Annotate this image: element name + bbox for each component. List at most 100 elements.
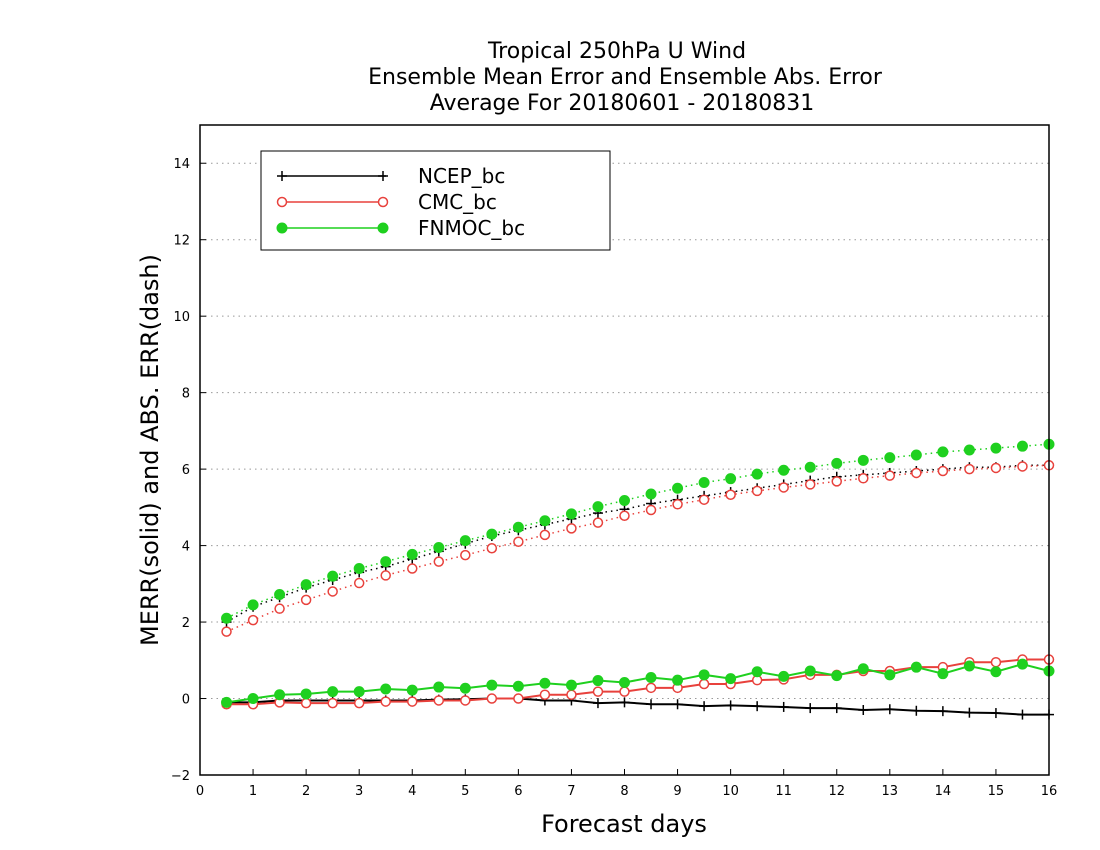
merr-point-fnmoc-bc xyxy=(698,669,710,681)
abs-err-point-cmc-bc xyxy=(407,563,418,574)
merr-point-fnmoc-bc xyxy=(565,679,577,691)
series-fnmoc-bc-merr-line xyxy=(226,663,1050,704)
merr-point-fnmoc-bc xyxy=(804,665,816,677)
y-tick-label: 14 xyxy=(173,157,190,172)
x-tick-label: 9 xyxy=(673,784,681,799)
x-tick-label: 3 xyxy=(355,784,363,799)
y-tick-label: −2 xyxy=(171,769,190,784)
legend-item-fnmoc-bc: FNMOC_bc xyxy=(276,216,525,240)
abs-err-point-fnmoc-bc xyxy=(353,563,365,575)
abs-err-point-fnmoc-bc xyxy=(990,442,1002,454)
abs-err-point-cmc-bc xyxy=(539,529,551,541)
abs-err-point-cmc-bc xyxy=(513,536,524,548)
y-axis-ticks: −2 0 2 4 6 8 10 12 14 xyxy=(171,157,206,784)
abs-err-point-fnmoc-bc xyxy=(592,501,604,513)
merr-point-fnmoc-bc xyxy=(725,673,737,685)
merr-point-fnmoc-bc xyxy=(1016,658,1028,670)
chart-titles: Tropical 250hPa U Wind Ensemble Mean Err… xyxy=(368,39,883,116)
abs-err-point-fnmoc-bc xyxy=(1016,440,1028,452)
abs-err-point-fnmoc-bc xyxy=(486,528,498,540)
merr-point-fnmoc-bc xyxy=(380,683,392,695)
x-axis-ticks: 0 1 2 3 4 5 6 7 8 9 10 11 12 13 14 15 16 xyxy=(196,769,1057,799)
abs-err-point-cmc-bc xyxy=(751,485,763,497)
merr-point-fnmoc-bc xyxy=(433,681,445,693)
abs-err-point-cmc-bc xyxy=(937,465,949,477)
merr-point-fnmoc-bc xyxy=(884,669,896,681)
x-tick-label: 5 xyxy=(461,784,469,799)
merr-point-cmc-bc xyxy=(486,693,498,704)
abs-err-point-fnmoc-bc xyxy=(459,535,471,547)
abs-err-point-fnmoc-bc xyxy=(725,473,737,485)
abs-err-point-cmc-bc xyxy=(1017,461,1028,472)
y-tick-label: 6 xyxy=(182,463,190,478)
abs-err-point-fnmoc-bc xyxy=(512,521,524,533)
abs-err-point-fnmoc-bc xyxy=(804,461,816,473)
abs-err-point-cmc-bc xyxy=(380,570,391,581)
legend-item-ncep-bc: NCEP_bc xyxy=(277,164,505,188)
x-tick-label: 13 xyxy=(882,784,899,799)
x-tick-label: 1 xyxy=(249,784,257,799)
series-ncep-bc-abs-err-line xyxy=(226,464,1049,623)
abs-err-point-fnmoc-bc xyxy=(698,477,710,488)
abs-err-point-cmc-bc xyxy=(804,479,816,490)
x-axis-label: Forecast days xyxy=(541,810,707,838)
merr-point-fnmoc-bc xyxy=(406,684,418,696)
abs-err-point-fnmoc-bc xyxy=(778,464,790,476)
abs-err-point-cmc-bc xyxy=(698,494,710,505)
y-tick-label: 0 xyxy=(182,693,190,708)
abs-err-point-fnmoc-bc xyxy=(565,508,577,520)
abs-err-point-fnmoc-bc xyxy=(857,454,869,466)
merr-point-fnmoc-bc xyxy=(645,672,657,683)
merr-point-fnmoc-bc xyxy=(751,666,763,678)
abs-err-point-cmc-bc xyxy=(566,523,577,534)
merr-point-fnmoc-bc xyxy=(672,674,684,686)
abs-err-point-fnmoc-bc xyxy=(645,488,657,500)
abs-err-point-fnmoc-bc xyxy=(406,548,418,560)
x-tick-label: 12 xyxy=(828,784,845,799)
x-tick-label: 7 xyxy=(567,784,575,799)
merr-point-fnmoc-bc xyxy=(937,668,949,680)
series-layer xyxy=(221,438,1055,720)
abs-err-point-cmc-bc xyxy=(247,614,259,626)
abs-err-point-fnmoc-bc xyxy=(884,452,896,464)
merr-point-cmc-bc xyxy=(990,656,1002,668)
abs-err-point-cmc-bc xyxy=(274,603,285,614)
abs-err-point-cmc-bc xyxy=(778,482,789,493)
series-cmc-bc-abs-err-line xyxy=(226,464,1050,633)
merr-point-fnmoc-bc xyxy=(990,666,1002,678)
merr-point-fnmoc-bc xyxy=(963,660,975,672)
abs-err-point-fnmoc-bc xyxy=(963,444,975,456)
abs-err-point-fnmoc-bc xyxy=(433,542,445,553)
merr-point-cmc-bc xyxy=(300,697,312,709)
x-tick-label: 0 xyxy=(196,784,204,799)
abs-err-point-fnmoc-bc xyxy=(380,556,392,568)
abs-err-point-cmc-bc xyxy=(831,476,842,487)
merr-point-cmc-bc xyxy=(566,689,577,700)
legend-marker-left-cmc-bc xyxy=(276,196,288,208)
title-line-1: Tropical 250hPa U Wind xyxy=(487,39,746,64)
legend-label-ncep-bc: NCEP_bc xyxy=(418,164,505,188)
merr-point-cmc-bc xyxy=(460,695,471,706)
x-tick-label: 10 xyxy=(722,784,739,799)
abs-err-point-cmc-bc xyxy=(672,499,683,510)
merr-point-fnmoc-bc xyxy=(857,663,869,675)
merr-point-cmc-bc xyxy=(407,696,418,707)
legend-box xyxy=(260,150,611,251)
merr-point-fnmoc-bc xyxy=(539,677,551,689)
x-tick-label: 8 xyxy=(620,784,628,799)
merr-point-fnmoc-bc xyxy=(300,688,312,700)
legend-item-cmc-bc: CMC_bc xyxy=(276,190,497,214)
abs-err-point-cmc-bc xyxy=(619,510,630,522)
merr-point-fnmoc-bc xyxy=(778,670,790,682)
y-tick-label: 8 xyxy=(182,387,190,402)
abs-err-point-fnmoc-bc xyxy=(751,468,763,480)
merr-point-fnmoc-bc xyxy=(512,680,524,692)
y-tick-label: 12 xyxy=(173,234,190,249)
abs-err-point-cmc-bc xyxy=(964,463,975,475)
merr-point-fnmoc-bc xyxy=(831,670,843,682)
merr-point-fnmoc-bc xyxy=(247,693,259,705)
abs-err-point-fnmoc-bc xyxy=(937,446,949,458)
legend-marker-left-fnmoc-bc xyxy=(276,222,288,234)
